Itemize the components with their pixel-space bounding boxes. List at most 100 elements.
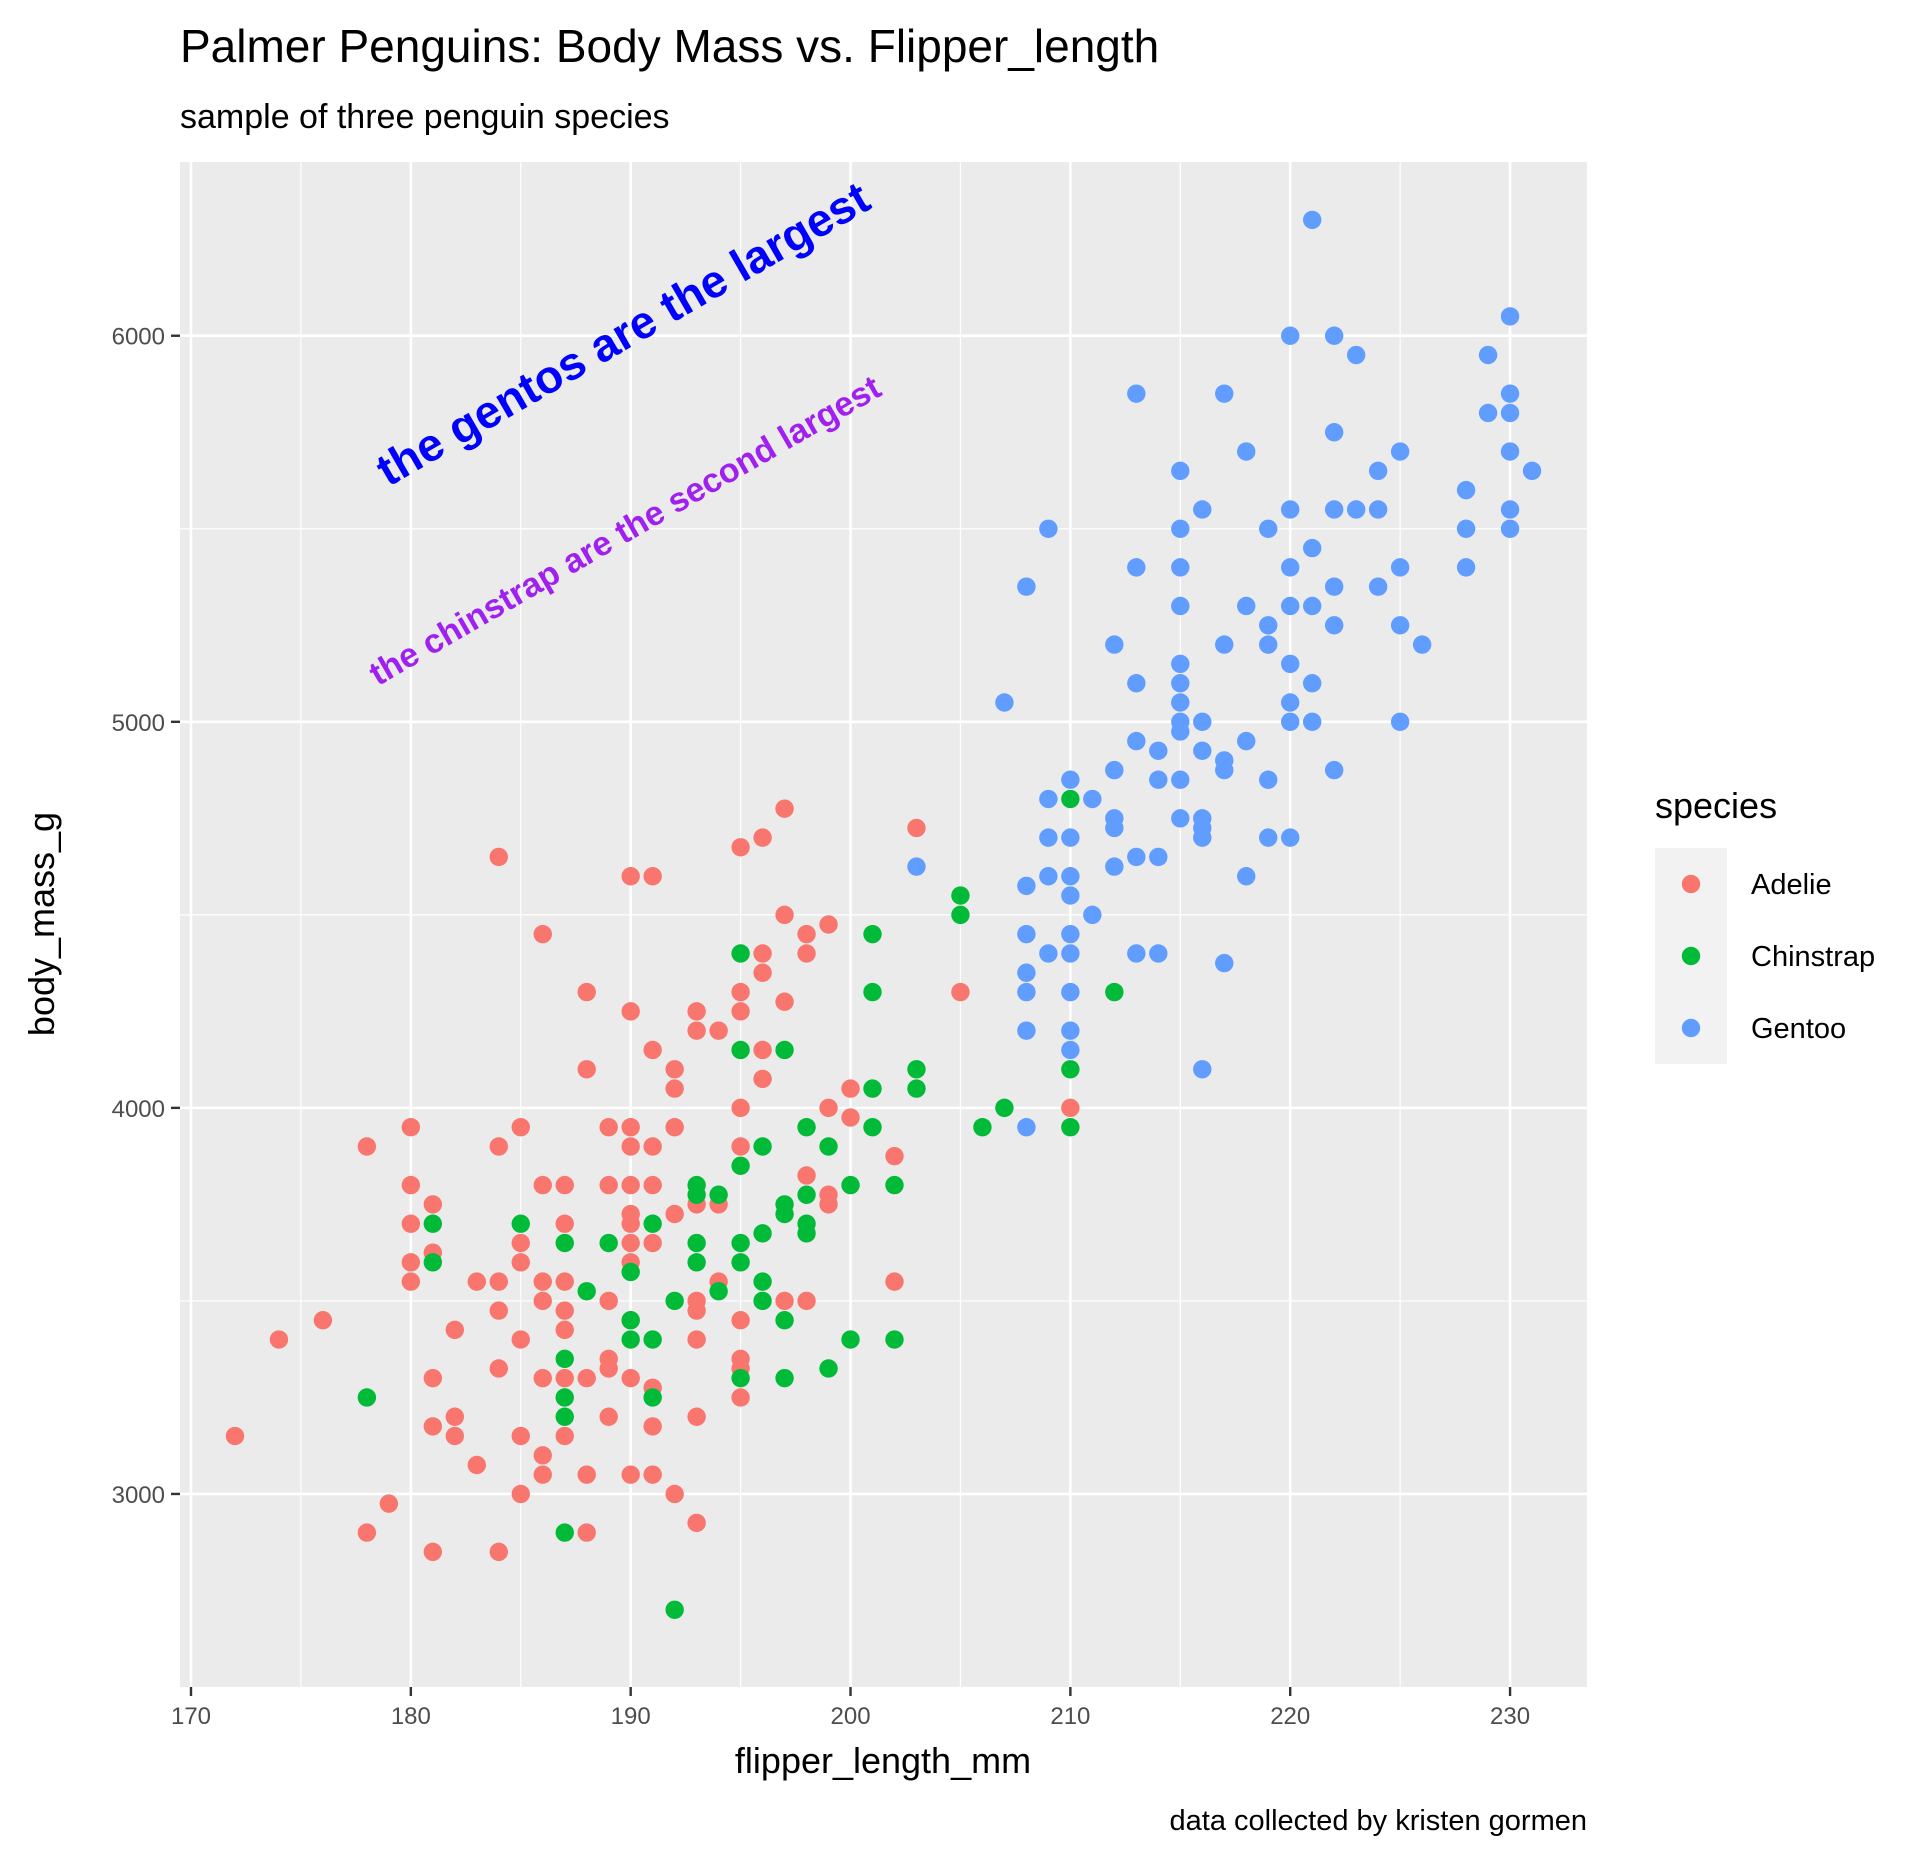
point-chinstrap: [555, 1349, 574, 1369]
point-gentoo: [1456, 519, 1476, 538]
point-adelie: [511, 1426, 530, 1446]
point-gentoo: [1171, 809, 1190, 828]
point-adelie: [687, 1002, 706, 1021]
point-adelie: [313, 1311, 333, 1330]
point-adelie: [753, 944, 772, 963]
point-chinstrap: [423, 1253, 443, 1272]
point-adelie: [555, 1320, 574, 1340]
point-chinstrap: [753, 1224, 772, 1243]
grid-minor: [180, 162, 1587, 1687]
point-chinstrap: [357, 1388, 377, 1407]
point-adelie: [885, 1272, 904, 1291]
point-adelie: [621, 1117, 640, 1137]
point-adelie: [621, 1137, 640, 1156]
point-adelie: [401, 1175, 421, 1195]
point-gentoo: [1478, 403, 1498, 423]
x-tick-label: 170: [171, 1703, 211, 1730]
point-adelie: [819, 1098, 838, 1118]
point-gentoo: [1237, 731, 1256, 751]
point-adelie: [533, 1446, 552, 1465]
y-tick-label: 6000: [112, 324, 165, 351]
point-adelie: [841, 1079, 860, 1098]
point-chinstrap: [951, 886, 970, 905]
point-gentoo: [1171, 693, 1190, 712]
point-adelie: [533, 1465, 552, 1484]
point-adelie: [269, 1330, 289, 1349]
point-chinstrap: [775, 1204, 794, 1224]
point-adelie: [775, 905, 794, 925]
point-adelie: [511, 1233, 530, 1253]
point-adelie: [621, 1175, 640, 1195]
point-gentoo: [1193, 712, 1212, 732]
point-chinstrap: [731, 1233, 750, 1253]
point-chinstrap: [555, 1233, 574, 1253]
x-axis-label: flipper_length_mm: [735, 1740, 1031, 1781]
point-gentoo: [1061, 1021, 1080, 1040]
point-gentoo: [1215, 760, 1234, 780]
chart-title: Palmer Penguins: Body Mass vs. Flipper_l…: [180, 20, 1159, 72]
point-gentoo: [1061, 924, 1080, 944]
point-gentoo: [1083, 905, 1102, 925]
point-gentoo: [1105, 635, 1124, 654]
point-chinstrap: [643, 1214, 662, 1233]
point-chinstrap: [841, 1175, 860, 1195]
point-gentoo: [1039, 789, 1058, 809]
point-adelie: [621, 1002, 640, 1021]
point-chinstrap: [665, 1600, 684, 1619]
point-gentoo: [1017, 1021, 1036, 1040]
point-chinstrap: [907, 1060, 926, 1079]
point-adelie: [423, 1542, 443, 1562]
point-chinstrap: [709, 1185, 728, 1204]
point-gentoo: [1149, 944, 1168, 963]
point-gentoo: [1171, 722, 1190, 741]
point-adelie: [577, 1523, 596, 1542]
point-adelie: [709, 1021, 728, 1040]
point-adelie: [599, 1175, 618, 1195]
point-gentoo: [1127, 944, 1146, 963]
point-adelie: [489, 1542, 508, 1562]
point-gentoo: [995, 693, 1014, 712]
point-gentoo: [1171, 770, 1190, 789]
point-adelie: [687, 1021, 706, 1040]
point-adelie: [665, 1484, 684, 1504]
point-adelie: [555, 1368, 574, 1388]
point-chinstrap: [687, 1185, 706, 1204]
point-adelie: [643, 1175, 662, 1195]
point-gentoo: [1061, 828, 1080, 847]
point-gentoo: [1302, 596, 1322, 616]
point-chinstrap: [687, 1253, 706, 1272]
point-gentoo: [1522, 461, 1542, 481]
point-gentoo: [1368, 500, 1388, 519]
point-gentoo: [1259, 616, 1278, 635]
point-adelie: [885, 1146, 904, 1166]
point-adelie: [489, 1137, 508, 1156]
point-adelie: [423, 1368, 443, 1388]
point-gentoo: [1390, 558, 1410, 577]
point-gentoo: [1127, 558, 1146, 577]
point-gentoo: [1215, 384, 1234, 403]
point-adelie: [467, 1272, 486, 1291]
point-chinstrap: [555, 1407, 574, 1426]
point-gentoo: [1171, 519, 1190, 538]
x-tick-label: 190: [611, 1703, 651, 1730]
point-adelie: [511, 1330, 530, 1349]
point-adelie: [511, 1253, 530, 1272]
point-adelie: [643, 1465, 662, 1484]
point-gentoo: [1017, 963, 1036, 982]
point-gentoo: [1302, 538, 1322, 558]
point-adelie: [643, 867, 662, 886]
point-adelie: [643, 1417, 662, 1436]
point-gentoo: [1281, 712, 1300, 732]
point-adelie: [665, 1079, 684, 1098]
point-adelie: [753, 1069, 772, 1089]
y-tick-label: 3000: [112, 1482, 165, 1509]
point-gentoo: [1324, 500, 1344, 519]
point-gentoo: [1061, 1040, 1080, 1060]
point-adelie: [1061, 1098, 1080, 1118]
point-gentoo: [1390, 616, 1410, 635]
point-chinstrap: [1061, 1060, 1080, 1079]
point-chinstrap: [797, 1224, 816, 1243]
x-tick-label: 210: [1050, 1703, 1090, 1730]
point-gentoo: [1171, 674, 1190, 693]
point-gentoo: [1390, 442, 1410, 461]
